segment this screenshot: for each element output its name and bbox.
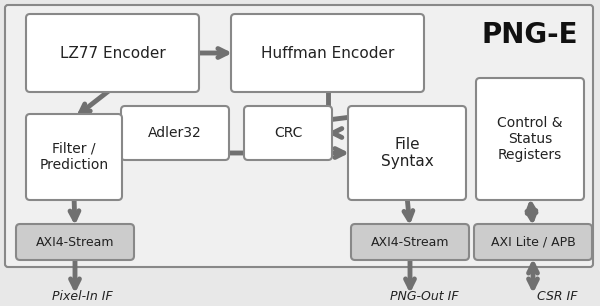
Text: PNG-E: PNG-E xyxy=(482,21,578,49)
FancyBboxPatch shape xyxy=(121,106,229,160)
Text: AXI4-Stream: AXI4-Stream xyxy=(371,236,449,248)
Text: Control &
Status
Registers: Control & Status Registers xyxy=(497,116,563,162)
Text: Filter /
Prediction: Filter / Prediction xyxy=(40,142,109,172)
FancyBboxPatch shape xyxy=(16,224,134,260)
FancyBboxPatch shape xyxy=(5,5,593,267)
FancyBboxPatch shape xyxy=(26,114,122,200)
FancyBboxPatch shape xyxy=(476,78,584,200)
Text: File
Syntax: File Syntax xyxy=(380,137,433,169)
FancyBboxPatch shape xyxy=(351,224,469,260)
FancyBboxPatch shape xyxy=(244,106,332,160)
Text: CSR IF: CSR IF xyxy=(537,289,577,303)
Text: AXI4-Stream: AXI4-Stream xyxy=(36,236,114,248)
Text: AXI Lite / APB: AXI Lite / APB xyxy=(491,236,575,248)
FancyBboxPatch shape xyxy=(231,14,424,92)
Text: LZ77 Encoder: LZ77 Encoder xyxy=(59,46,166,61)
FancyBboxPatch shape xyxy=(474,224,592,260)
Text: CRC: CRC xyxy=(274,126,302,140)
Text: PNG-Out IF: PNG-Out IF xyxy=(390,289,458,303)
Text: Pixel-In IF: Pixel-In IF xyxy=(52,289,113,303)
Text: Adler32: Adler32 xyxy=(148,126,202,140)
Text: Huffman Encoder: Huffman Encoder xyxy=(261,46,394,61)
FancyBboxPatch shape xyxy=(26,14,199,92)
FancyBboxPatch shape xyxy=(348,106,466,200)
